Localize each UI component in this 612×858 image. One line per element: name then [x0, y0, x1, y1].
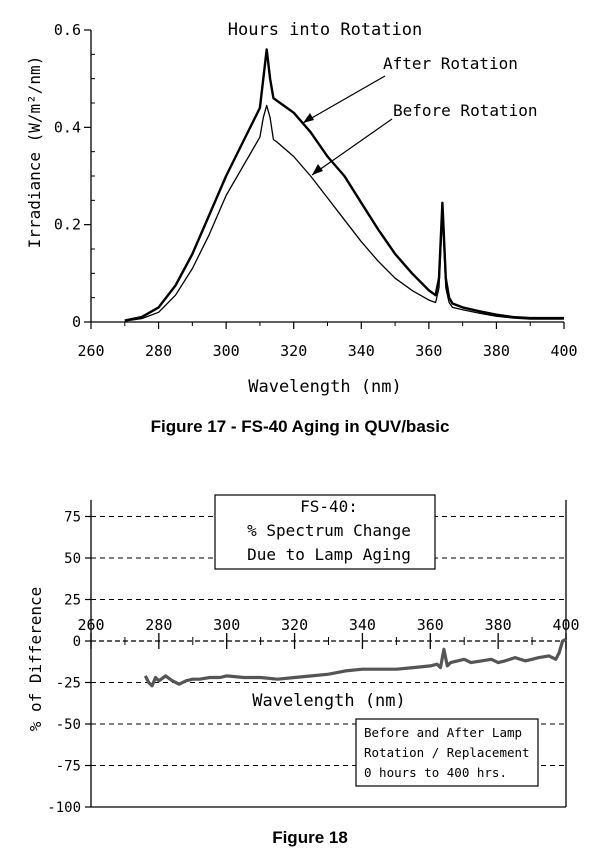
- y-axis-label-text: % of Difference: [26, 587, 45, 732]
- chart-title: FS-40: % Spectrum Change Due to Lamp Aging: [247, 497, 411, 564]
- note-box-frame: [355, 718, 539, 787]
- figure-17-chart: Hours into Rotation Irradiance (W/m²/nm)…: [25, 20, 578, 397]
- annotation-after-rotation: After Rotation: [383, 54, 518, 73]
- x-tick-label: 280: [145, 342, 172, 360]
- y-tick-label: 0: [73, 634, 81, 650]
- series-line-after-rotation: [124, 48, 564, 322]
- x-ticks: 260 280 300 320 340 360 380 400: [77, 616, 580, 649]
- x-tick-label: 380: [485, 616, 512, 634]
- x-tick-label: 260: [77, 616, 104, 634]
- x-ticks: 260 280 300 320 340 360 380 400: [77, 322, 578, 360]
- annotation-arrow-after: [302, 75, 386, 124]
- arrow-head-icon: [303, 113, 314, 123]
- chart-title-line: % Spectrum Change: [247, 521, 411, 540]
- legend-note-box: Before and After Lamp Rotation / Replacem…: [355, 718, 539, 787]
- y-tick-label: 0.6: [54, 21, 81, 39]
- chart-title-line: FS-40:: [300, 497, 358, 516]
- y-tick-label: -25: [56, 676, 81, 692]
- axes: [90, 499, 567, 808]
- x-tick-label: 360: [415, 342, 442, 360]
- y-tick-label: -75: [56, 759, 81, 775]
- arrow-head-icon: [312, 164, 323, 175]
- x-tick-label: 360: [417, 616, 444, 634]
- y-axis-label: % of Difference: [26, 587, 45, 732]
- x-tick-label: 320: [280, 342, 307, 360]
- figure-18-caption: Figure 18: [272, 828, 348, 847]
- annotation-before-rotation: Before Rotation: [393, 101, 538, 120]
- figure-18-chart: -100 -75 -50 -25 0 25 50 75 260 280 300 320 340 360 3…: [26, 494, 580, 816]
- axes: [90, 30, 564, 323]
- series-lines: [143, 637, 567, 688]
- y-ticks: 0 0.2 0.4 0.6: [54, 21, 95, 331]
- legend-note-line: 0 hours to 400 hrs.: [364, 765, 507, 780]
- x-tick-label: 300: [213, 616, 240, 634]
- y-axis-label: Irradiance (W/m²/nm): [25, 56, 44, 249]
- chart-title-box: FS-40: % Spectrum Change Due to Lamp Aging: [214, 494, 436, 570]
- x-tick-label: 320: [281, 616, 308, 634]
- legend-note: Before and After Lamp Rotation / Replacem…: [364, 725, 530, 780]
- x-tick-label: 280: [145, 616, 172, 634]
- x-label-background: [234, 688, 424, 710]
- x-tick-label: 340: [349, 616, 376, 634]
- series-line-difference: [143, 637, 567, 688]
- x-tick-label: 340: [348, 342, 375, 360]
- y-axis-label-text: Irradiance (W/m²/nm): [25, 56, 44, 249]
- chart-title-line: Due to Lamp Aging: [247, 545, 411, 564]
- x-tick-label: 380: [483, 342, 510, 360]
- x-axis-label: Wavelength (nm): [252, 691, 406, 711]
- x-axis-label: Wavelength (nm): [248, 377, 402, 397]
- series-lines: [124, 48, 564, 322]
- title-box-frame: [214, 494, 436, 570]
- x-tick-label: 260: [77, 342, 104, 360]
- y-tick-label: 0.2: [54, 216, 81, 234]
- figure-17-caption: Figure 17 - FS-40 Aging in QUV/basic: [151, 417, 450, 436]
- chart-title: Hours into Rotation: [228, 20, 422, 40]
- y-tick-label: 0: [72, 313, 81, 331]
- legend-note-line: Rotation / Replacement: [364, 745, 530, 760]
- y-tick-label: 0.4: [54, 118, 81, 136]
- y-tick-label: -50: [56, 717, 81, 733]
- legend-note-line: Before and After Lamp: [364, 725, 522, 740]
- x-tick-label: 300: [213, 342, 240, 360]
- annotation-arrow-before: [311, 118, 393, 176]
- y-tick-label: 25: [64, 593, 81, 609]
- y-tick-label: 50: [64, 551, 81, 567]
- x-tick-label: 400: [550, 342, 577, 360]
- y-ticks: -100 -75 -50 -25 0 25 50 75: [47, 510, 91, 816]
- y-tick-label: 75: [64, 510, 81, 526]
- y-tick-label: -100: [47, 800, 81, 816]
- series-line-before-rotation: [124, 104, 564, 322]
- annotations: After Rotation Before Rotation: [302, 54, 538, 176]
- x-tick-label: 400: [552, 616, 579, 634]
